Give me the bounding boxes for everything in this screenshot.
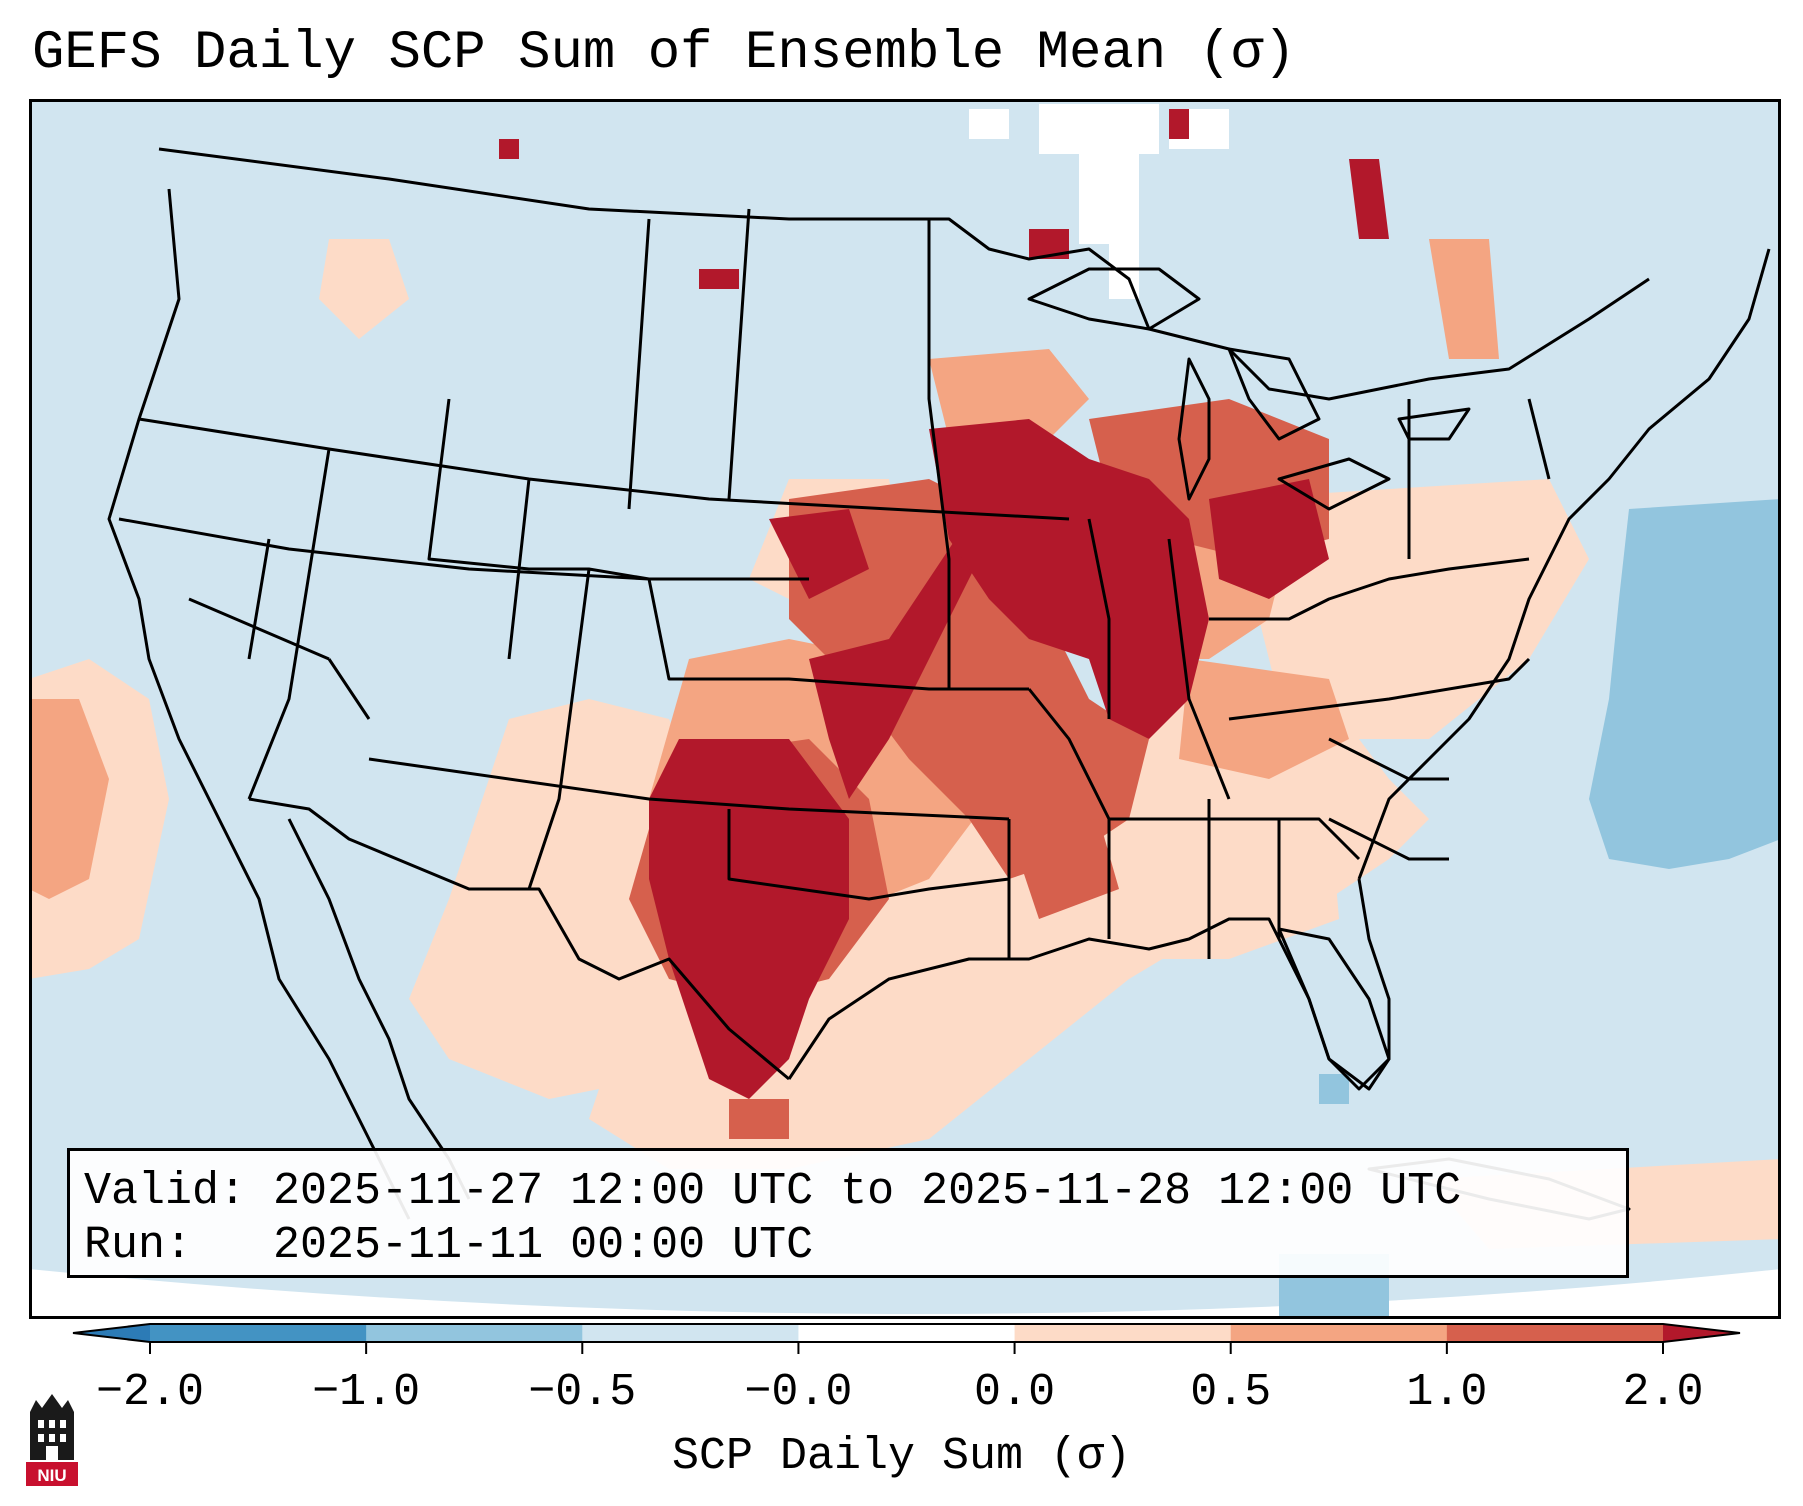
colorbar-title: SCP Daily Sum (σ) [671,1431,1132,1482]
lake-superior [1027,267,1201,331]
colorbar-bin [1230,1324,1448,1342]
us-canada-border [158,147,1650,401]
map-title: GEFS Daily SCP Sum of Ensemble Mean (σ) [32,23,1296,84]
colorbar-bin [582,1324,799,1342]
colorbar-outline [72,1323,1741,1343]
logo-text: NIU [37,1466,66,1485]
colorbar-bin [1446,1324,1664,1342]
lake-erie [1277,457,1391,511]
colorbar-tick-label: −1.0 [312,1367,421,1418]
lake-michigan [1177,357,1211,501]
lake-huron [1227,347,1321,441]
midwest-core [929,419,1209,739]
colorbar-bin [150,1324,367,1342]
state-lines [118,208,1551,959]
colorbar-extend-high [1663,1324,1740,1342]
colorbar-tick-label: 0.5 [1190,1367,1272,1418]
us-mexico-border [248,797,790,1081]
valid-text: Valid: 2025-11-27 12:00 UTC to 2025-11-2… [84,1166,1462,1217]
map-frame [29,99,1781,1319]
florida-peninsula [1277,927,1391,1091]
niu-logo: NIU [26,1394,78,1486]
run-text: Run: 2025-11-11 00:00 UTC [84,1220,814,1271]
scp-anomaly-map [29,99,1781,1319]
colorbar-bin [798,1324,1016,1342]
southern-plains-core [649,739,849,1099]
colorbar-tick-label: 2.0 [1622,1367,1704,1418]
atlantic-negative-region [1589,499,1781,869]
lake-ontario [1397,407,1471,441]
colorbar-extend-low [73,1324,150,1342]
colorbar [72,1323,1741,1354]
gulf-coast [787,878,1391,1091]
plains-band [809,499,1009,799]
colorbar-tick-label: −0.0 [744,1367,853,1418]
colorbar-bin [1014,1324,1232,1342]
extreme-positive-anomaly [499,109,1389,1099]
colorbar-bin [366,1324,583,1342]
bahamas-negative-patch [1319,1074,1349,1104]
colorbar-tick-label: −0.5 [528,1367,637,1418]
valid-time-box: Valid: 2025-11-27 12:00 UTC to 2025-11-2… [67,1148,1629,1278]
east-coast [1357,248,1771,880]
colorbar-tick-label: 0.0 [974,1367,1056,1418]
colorbar-tick-label: 1.0 [1406,1367,1488,1418]
colorbar-tick-label: −2.0 [95,1367,205,1418]
